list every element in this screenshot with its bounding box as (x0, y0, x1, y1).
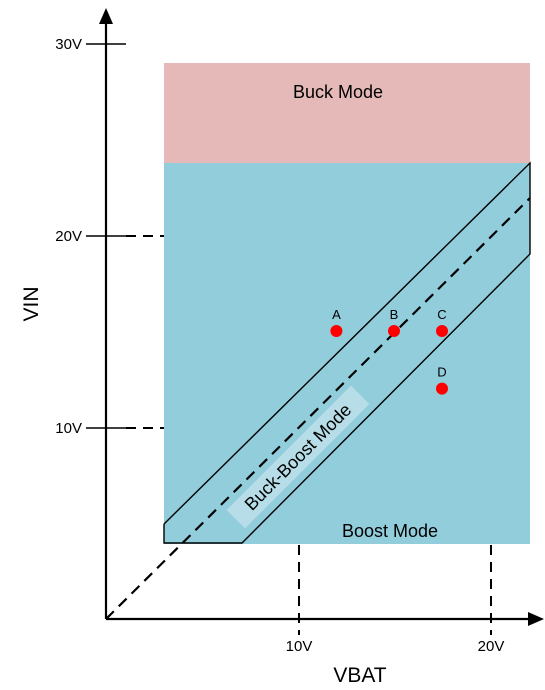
operating-points: A B C D (330, 307, 448, 395)
boost-mode-label: Boost Mode (342, 521, 438, 541)
operating-point-c (436, 325, 448, 337)
operating-point-label-a: A (332, 307, 341, 322)
vin-equals-vbat-line (105, 197, 531, 620)
x-tick-label-10: 10V (286, 638, 313, 655)
y-tick-label-30: 30V (55, 36, 82, 53)
operating-point-label-c: C (437, 307, 446, 322)
y-tick-label-20: 20V (55, 228, 82, 245)
operating-point-label-d: D (437, 365, 446, 380)
operating-point-label-b: B (390, 307, 399, 322)
buck-mode-region (164, 63, 530, 163)
x-axis-arrow-icon (528, 612, 544, 626)
operating-point-b (388, 325, 400, 337)
operating-point-a (330, 325, 343, 337)
y-axis-title: VIN (20, 286, 43, 321)
buck-mode-label: Buck Mode (293, 82, 383, 102)
buck-boost-label-background (226, 385, 370, 529)
buck-boost-band-upper-boundary (163, 161, 531, 525)
buck-boost-band-lower-boundary (163, 238, 531, 544)
y-tick-label-10: 10V (55, 420, 82, 437)
operating-point-d (436, 382, 448, 395)
boost-mode-region (164, 163, 530, 544)
x-tick-label-20: 20V (478, 638, 505, 655)
x-axis-title: VBAT (333, 664, 386, 687)
y-axis-arrow-icon (99, 8, 113, 24)
